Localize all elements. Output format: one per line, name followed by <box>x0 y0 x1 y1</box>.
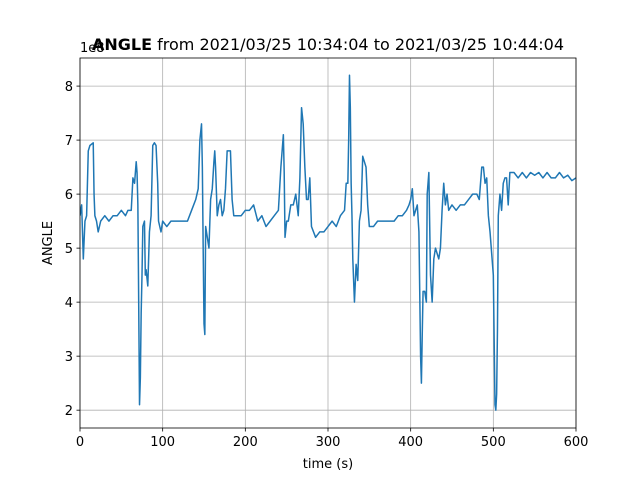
title-rest: from 2021/03/25 10:34:04 to 2021/03/25 1… <box>152 35 564 54</box>
plot-frame <box>79 57 577 429</box>
data-line <box>80 74 576 411</box>
x-axis-label: time (s) <box>303 457 353 472</box>
y-tick-label: 5 <box>65 242 73 257</box>
y-tick-label: 8 <box>65 80 73 95</box>
y-tick-label: 3 <box>65 350 73 365</box>
x-tick-label: 100 <box>150 435 175 450</box>
x-tick-label: 400 <box>398 435 423 450</box>
y-offset-label: 1e8 <box>80 41 105 56</box>
y-tick-label: 6 <box>65 188 73 203</box>
y-tick-label: 2 <box>65 404 73 419</box>
y-tick-label: 4 <box>65 296 73 311</box>
x-tick-label: 0 <box>76 435 84 450</box>
x-tick-label: 300 <box>316 435 341 450</box>
x-tick-label: 500 <box>481 435 506 450</box>
x-tick-label: 600 <box>564 435 589 450</box>
title-bold: ANGLE <box>92 35 152 54</box>
y-axis-label: ANGLE <box>41 221 56 265</box>
y-tick-label: 7 <box>65 134 73 149</box>
x-tick-label: 200 <box>233 435 258 450</box>
chart-title: ANGLE from 2021/03/25 10:34:04 to 2021/0… <box>92 35 564 54</box>
